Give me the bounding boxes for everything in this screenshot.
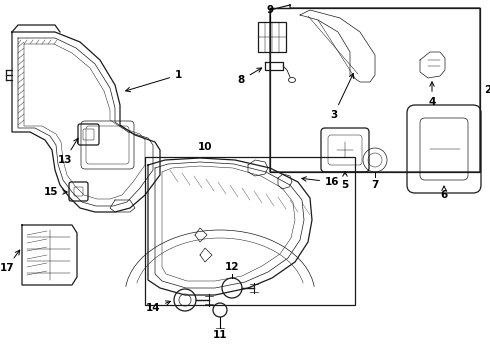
Text: 11: 11 (213, 330, 227, 340)
Text: 17: 17 (0, 250, 20, 273)
Text: 1: 1 (126, 70, 182, 92)
Text: 3: 3 (330, 73, 353, 120)
Text: 15: 15 (44, 187, 67, 197)
Bar (145, 157, 355, 305)
Text: 12: 12 (225, 262, 239, 272)
Text: 9: 9 (267, 5, 273, 15)
Text: 13: 13 (57, 138, 78, 165)
Text: 14: 14 (146, 301, 171, 313)
Polygon shape (270, 5, 480, 172)
Text: 4: 4 (428, 82, 436, 107)
Text: 10: 10 (198, 142, 212, 152)
Text: 2: 2 (484, 85, 490, 95)
Text: 8: 8 (238, 68, 262, 85)
Text: 16: 16 (302, 177, 340, 187)
Text: 5: 5 (342, 172, 348, 190)
Text: 6: 6 (441, 186, 448, 200)
Text: 7: 7 (371, 180, 379, 190)
Bar (258, 22, 286, 52)
